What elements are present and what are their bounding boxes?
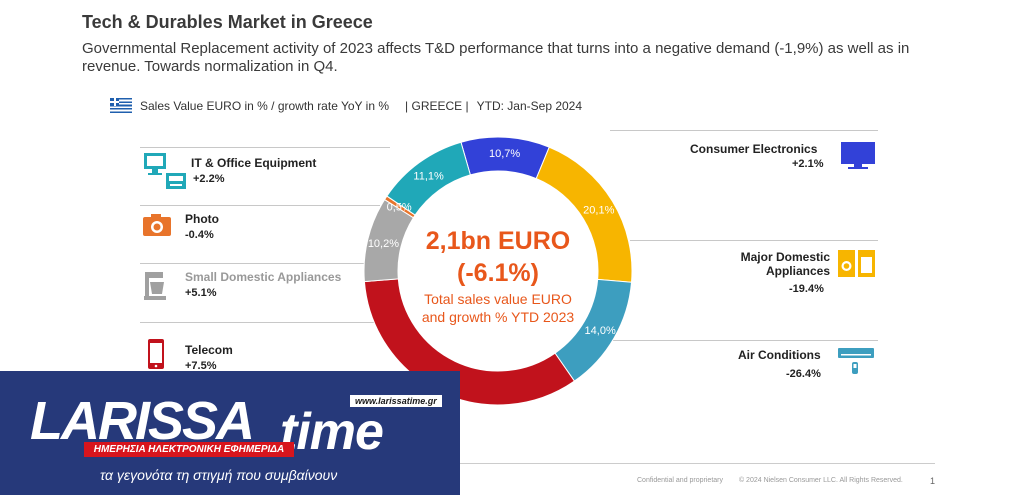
category-growth-air-conditions: -26.4% bbox=[786, 368, 821, 380]
page-number: 1 bbox=[930, 476, 936, 486]
category-name-telecom: Telecom bbox=[185, 343, 233, 357]
period-label: YTD: Jan-Sep 2024 bbox=[476, 98, 583, 113]
category-name-small-domestic: Small Domestic Appliances bbox=[185, 270, 342, 284]
washing-machine-icon bbox=[838, 249, 876, 284]
donut-slice-label: 14,0% bbox=[585, 325, 616, 337]
computer-printer-icon bbox=[142, 151, 190, 202]
category-growth-small-domestic: +5.1% bbox=[185, 287, 217, 299]
center-note-line1: Total sales value EURO bbox=[424, 291, 572, 307]
donut-slice-label: 0,5% bbox=[387, 202, 412, 214]
category-name-air-conditions: Air Conditions bbox=[738, 348, 821, 362]
watermark-slogan: τα γεγονότα τη στιγμή που συμβαίνουν bbox=[100, 467, 338, 483]
category-name-consumer-electronics: Consumer Electronics bbox=[690, 142, 818, 156]
category-name-major-domestic: Major Domestic Appliances bbox=[740, 250, 830, 278]
category-growth-major-domestic: -19.4% bbox=[789, 283, 824, 295]
page-subtitle: Governmental Replacement activity of 202… bbox=[82, 40, 910, 75]
divider bbox=[600, 340, 878, 341]
donut-slice-label: 10,7% bbox=[489, 148, 520, 160]
metric-label: Sales Value EURO in % / growth rate YoY … bbox=[140, 98, 390, 113]
watermark-logo-time: time bbox=[280, 403, 384, 461]
donut-chart: 10,7%20,1%14,0%%10,2%0,5%11,1% 2,1bn EUR… bbox=[363, 136, 633, 406]
category-growth-telecom: +7.5% bbox=[185, 360, 217, 372]
footer-divider bbox=[460, 463, 935, 464]
category-name-photo: Photo bbox=[185, 212, 219, 226]
divider bbox=[630, 240, 878, 241]
donut-slice-label: 11,1% bbox=[413, 171, 444, 183]
greece-flag-icon bbox=[110, 98, 132, 113]
category-growth-photo: -0.4% bbox=[185, 229, 214, 241]
watermark-tagline-strip: ΗΜΕΡΗΣΙΑ ΗΛΕΚΤΡΟΝΙΚΗ ΕΦΗΜΕΡΙΔΑ bbox=[84, 442, 294, 457]
divider bbox=[140, 322, 375, 323]
camera-icon bbox=[142, 213, 172, 242]
divider bbox=[140, 147, 390, 148]
watermark-logo-main: LARISSA bbox=[30, 391, 255, 451]
air-conditioner-icon bbox=[838, 346, 876, 383]
footer-legal: Confidential and proprietary © 2024 Niel… bbox=[637, 477, 903, 484]
center-note-line2: and growth % YTD 2023 bbox=[422, 309, 574, 325]
tv-icon bbox=[840, 141, 876, 176]
mixer-icon bbox=[142, 268, 170, 307]
divider bbox=[610, 130, 878, 131]
country-label: | GREECE | bbox=[405, 98, 469, 113]
legend-row: Sales Value EURO in % / growth rate YoY … bbox=[110, 98, 582, 113]
donut-slice-it-office-equipment bbox=[386, 141, 471, 216]
watermark-url: www.larissatime.gr bbox=[350, 395, 442, 407]
larissatime-watermark: www.larissatime.gr LARISSA time ΗΜΕΡΗΣΙΑ… bbox=[0, 371, 460, 495]
category-growth-consumer-electronics: +2.1% bbox=[792, 158, 824, 170]
page-title: Tech & Durables Market in Greece bbox=[82, 12, 373, 32]
category-name-it-office: IT & Office Equipment bbox=[191, 156, 317, 170]
center-total-growth: (-6.1%) bbox=[457, 259, 539, 287]
divider bbox=[140, 263, 370, 264]
center-total-amount: 2,1bn EURO bbox=[426, 227, 570, 255]
divider bbox=[140, 205, 380, 206]
smartphone-icon bbox=[146, 338, 166, 375]
category-growth-it-office: +2.2% bbox=[193, 173, 225, 185]
donut-slice-label: 20,1% bbox=[583, 205, 614, 217]
donut-slice-label: 10,2% bbox=[368, 238, 399, 250]
